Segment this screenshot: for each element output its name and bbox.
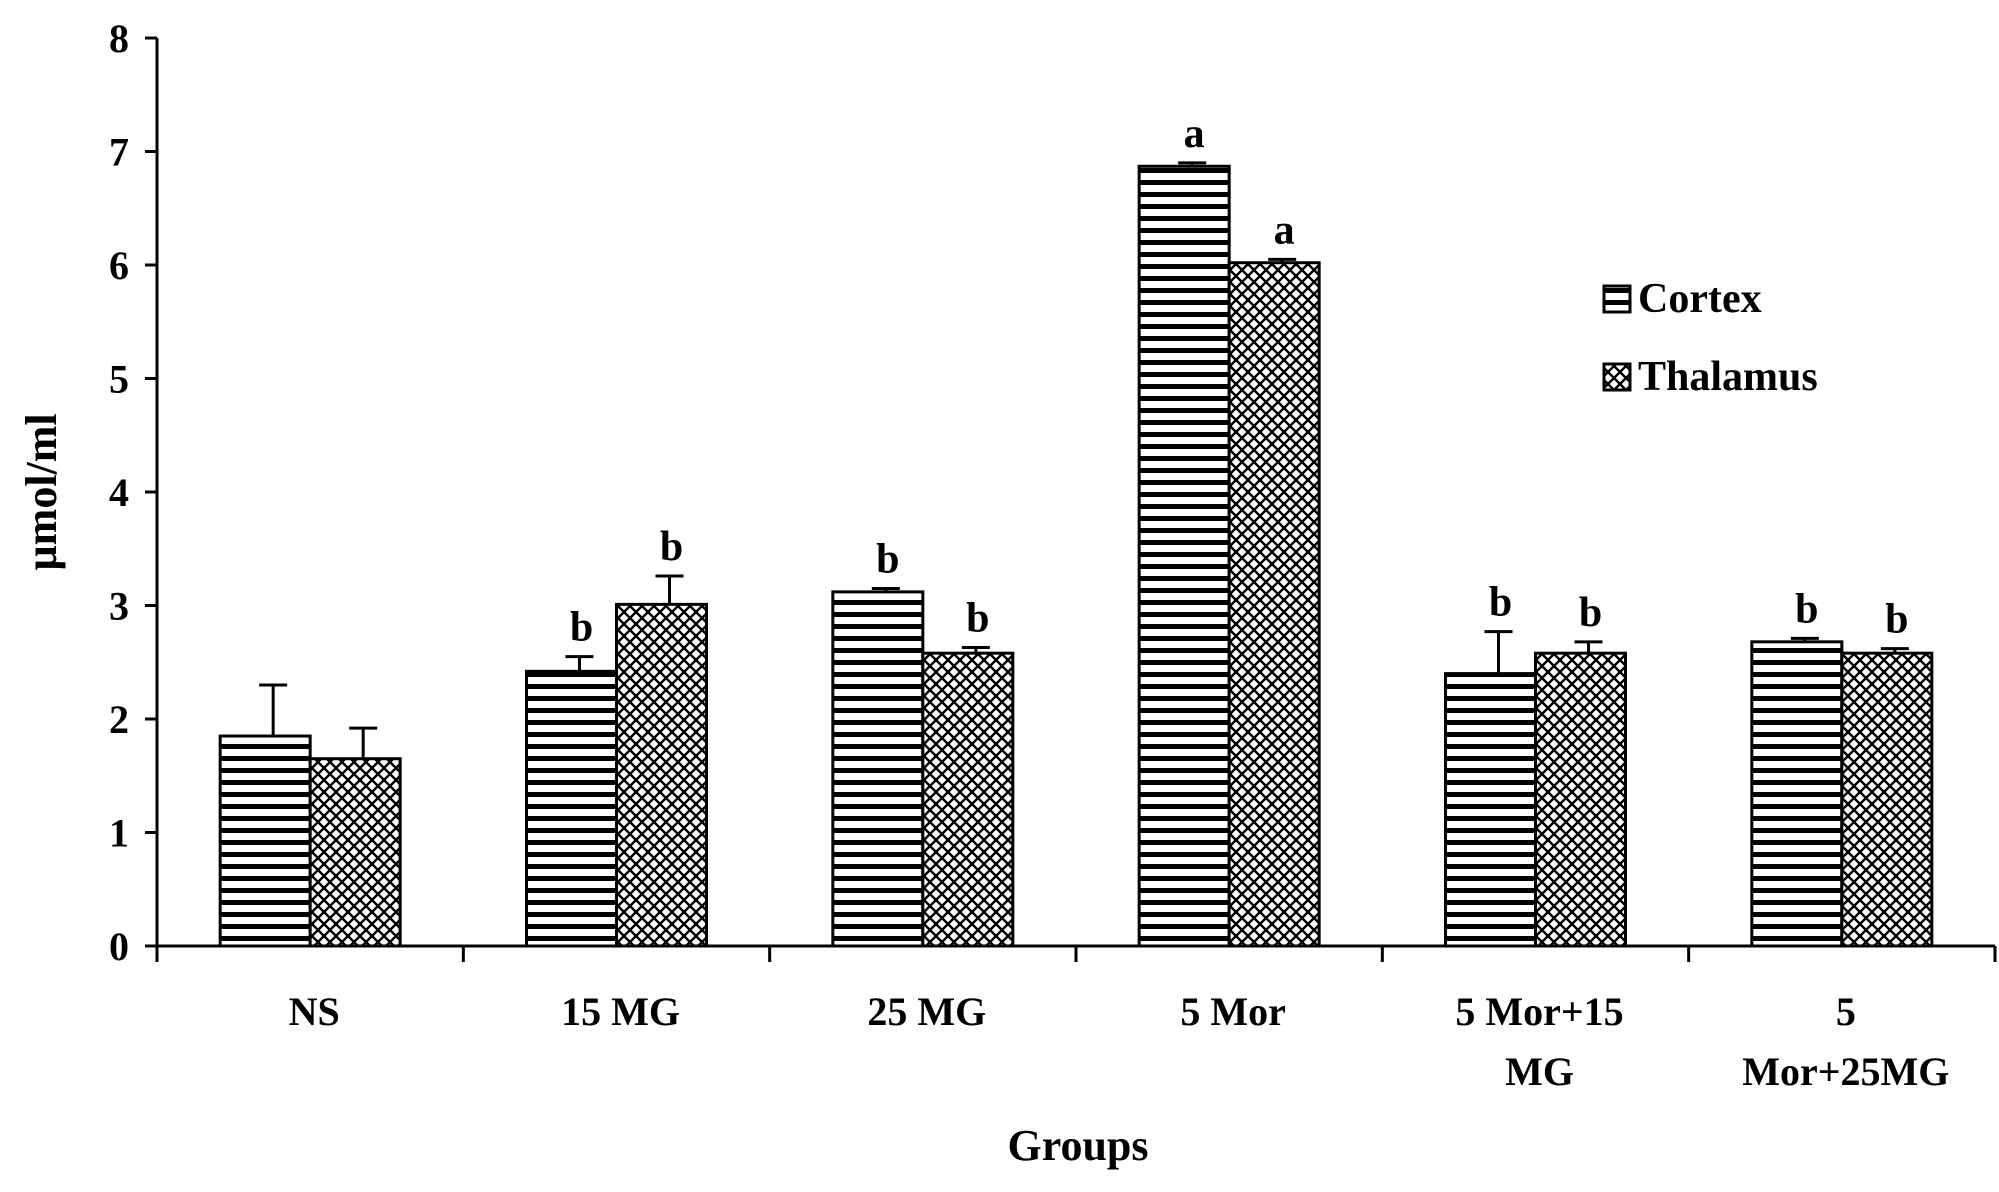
significance-label: b (1579, 590, 1602, 636)
significance-label: a (1274, 207, 1295, 253)
y-tick-label: 1 (109, 811, 129, 856)
category-label: 25 MG (867, 989, 986, 1034)
bar-cortex (1750, 640, 1844, 948)
bar-thalamus (1227, 261, 1321, 948)
legend: Cortex Thalamus (1602, 276, 1818, 400)
axes (145, 36, 1997, 962)
significance-label: b (660, 524, 683, 570)
significance-label: b (570, 605, 593, 651)
significance-label: b (1795, 586, 1818, 632)
y-axis-title: µmol/ml (17, 413, 66, 570)
labels: 0 1 2 3 4 5 6 7 8 NS b b 15 MG b b 25 MG a a 5 Mor b b 5 Mor+… (17, 16, 1949, 1170)
y-tick-label: 3 (109, 584, 129, 629)
significance-label: b (1489, 580, 1512, 626)
y-tick-label: 5 (109, 357, 129, 402)
bars (218, 161, 1934, 948)
y-tick-label: 2 (109, 697, 129, 742)
bar-thalamus (1840, 651, 1934, 948)
category-label: 5 (1836, 989, 1856, 1034)
bar-thalamus (615, 602, 708, 948)
significance-label: a (1184, 111, 1205, 157)
legend-swatch-cortex (1602, 284, 1632, 314)
bar-thalamus (308, 757, 402, 948)
bar-thalamus (1534, 651, 1627, 948)
legend-label-thalamus: Thalamus (1638, 354, 1818, 400)
bar-cortex (525, 669, 618, 948)
y-tick-label: 7 (109, 130, 129, 175)
x-axis-title: Groups (1007, 1121, 1148, 1170)
y-tick-label: 8 (109, 16, 129, 61)
legend-label-cortex: Cortex (1638, 276, 1762, 322)
bar-thalamus (921, 651, 1015, 948)
category-label: 5 Mor+15 (1455, 989, 1623, 1034)
y-tick-label: 4 (109, 470, 129, 515)
bar-cortex (1137, 164, 1231, 948)
bar-cortex (831, 590, 925, 948)
bar-cortex (1444, 672, 1537, 948)
category-label: Mor+25MG (1742, 1049, 1949, 1094)
legend-swatch-thalamus (1602, 362, 1632, 392)
category-label: MG (1505, 1049, 1574, 1094)
significance-label: b (1885, 597, 1908, 643)
category-label: 15 MG (561, 989, 680, 1034)
significance-label: b (966, 595, 989, 641)
y-tick-label: 6 (109, 243, 129, 288)
category-label: 5 Mor (1180, 989, 1286, 1034)
significance-label: b (876, 536, 899, 582)
y-tick-label: 0 (109, 924, 129, 969)
category-label: NS (289, 989, 340, 1034)
bar-cortex (218, 734, 312, 948)
